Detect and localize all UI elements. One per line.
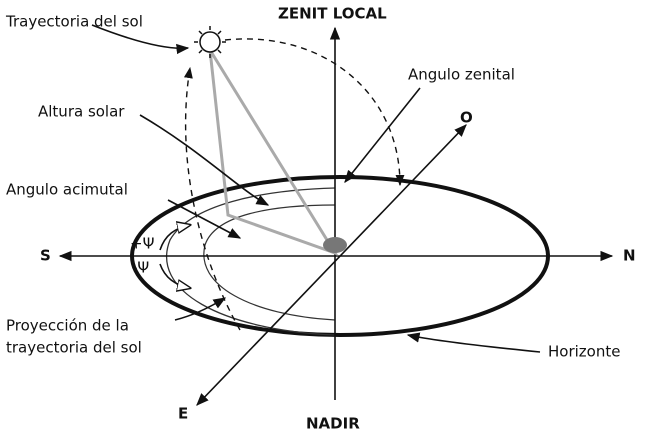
label: Horizonte [548, 343, 620, 361]
label: Angulo acimutal [6, 181, 128, 199]
label: Angulo zenital [408, 66, 515, 84]
label: Trayectoria del sol [5, 13, 143, 31]
labels: Trayectoria del sol ZENIT LOCAL Angulo z… [5, 5, 636, 433]
label: O [460, 109, 473, 127]
label: N [623, 247, 636, 265]
label: E [178, 405, 188, 423]
label: ZENIT LOCAL [278, 5, 387, 23]
label: trayectoria del sol [6, 339, 142, 357]
label: Altura solar [38, 103, 125, 121]
shapes [58, 24, 614, 406]
label: +Ψ [130, 235, 154, 253]
label: NADIR [306, 415, 360, 433]
label: S [40, 247, 51, 265]
label: -Ψ [132, 259, 149, 277]
label: Proyección de la [6, 317, 129, 335]
